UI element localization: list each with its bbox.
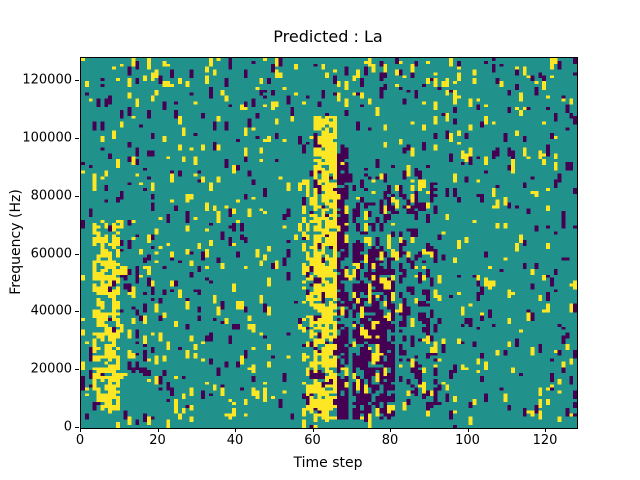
y-tick-label: 80000 [30, 188, 72, 204]
x-tick-label: 0 [75, 433, 85, 448]
x-tick-mark [390, 428, 391, 432]
y-tick-label: 100000 [22, 130, 72, 146]
y-tick-mark [75, 427, 79, 428]
y-tick-mark [75, 369, 79, 371]
x-tick-mark [545, 428, 546, 432]
y-tick-mark [75, 195, 79, 197]
y-tick-mark [75, 80, 79, 82]
y-tick-label: 120000 [22, 72, 72, 88]
x-tick-mark [157, 428, 159, 432]
x-tick-label: 60 [304, 433, 321, 448]
x-tick-label: 120 [532, 433, 558, 448]
x-tick-mark [80, 428, 81, 432]
x-tick-label: 100 [455, 433, 480, 448]
y-tick-label: 60000 [30, 246, 72, 262]
x-tick-label: 40 [226, 433, 244, 448]
x-tick-label: 80 [381, 433, 399, 448]
y-tick-mark [75, 311, 79, 313]
y-tick-mark [75, 253, 79, 255]
y-tick-label: 0 [63, 419, 72, 435]
heatmap-canvas [81, 58, 577, 428]
chart-title: Predicted : La [273, 27, 383, 46]
x-tick-label: 20 [149, 433, 166, 448]
plot-area [80, 57, 578, 429]
y-tick-mark [75, 137, 79, 139]
y-tick-label: 40000 [30, 303, 72, 319]
y-tick-label: 20000 [30, 361, 72, 377]
x-tick-mark [235, 428, 236, 432]
x-axis-label: Time step [293, 455, 363, 471]
x-tick-mark [467, 428, 469, 432]
x-tick-mark [312, 428, 314, 432]
